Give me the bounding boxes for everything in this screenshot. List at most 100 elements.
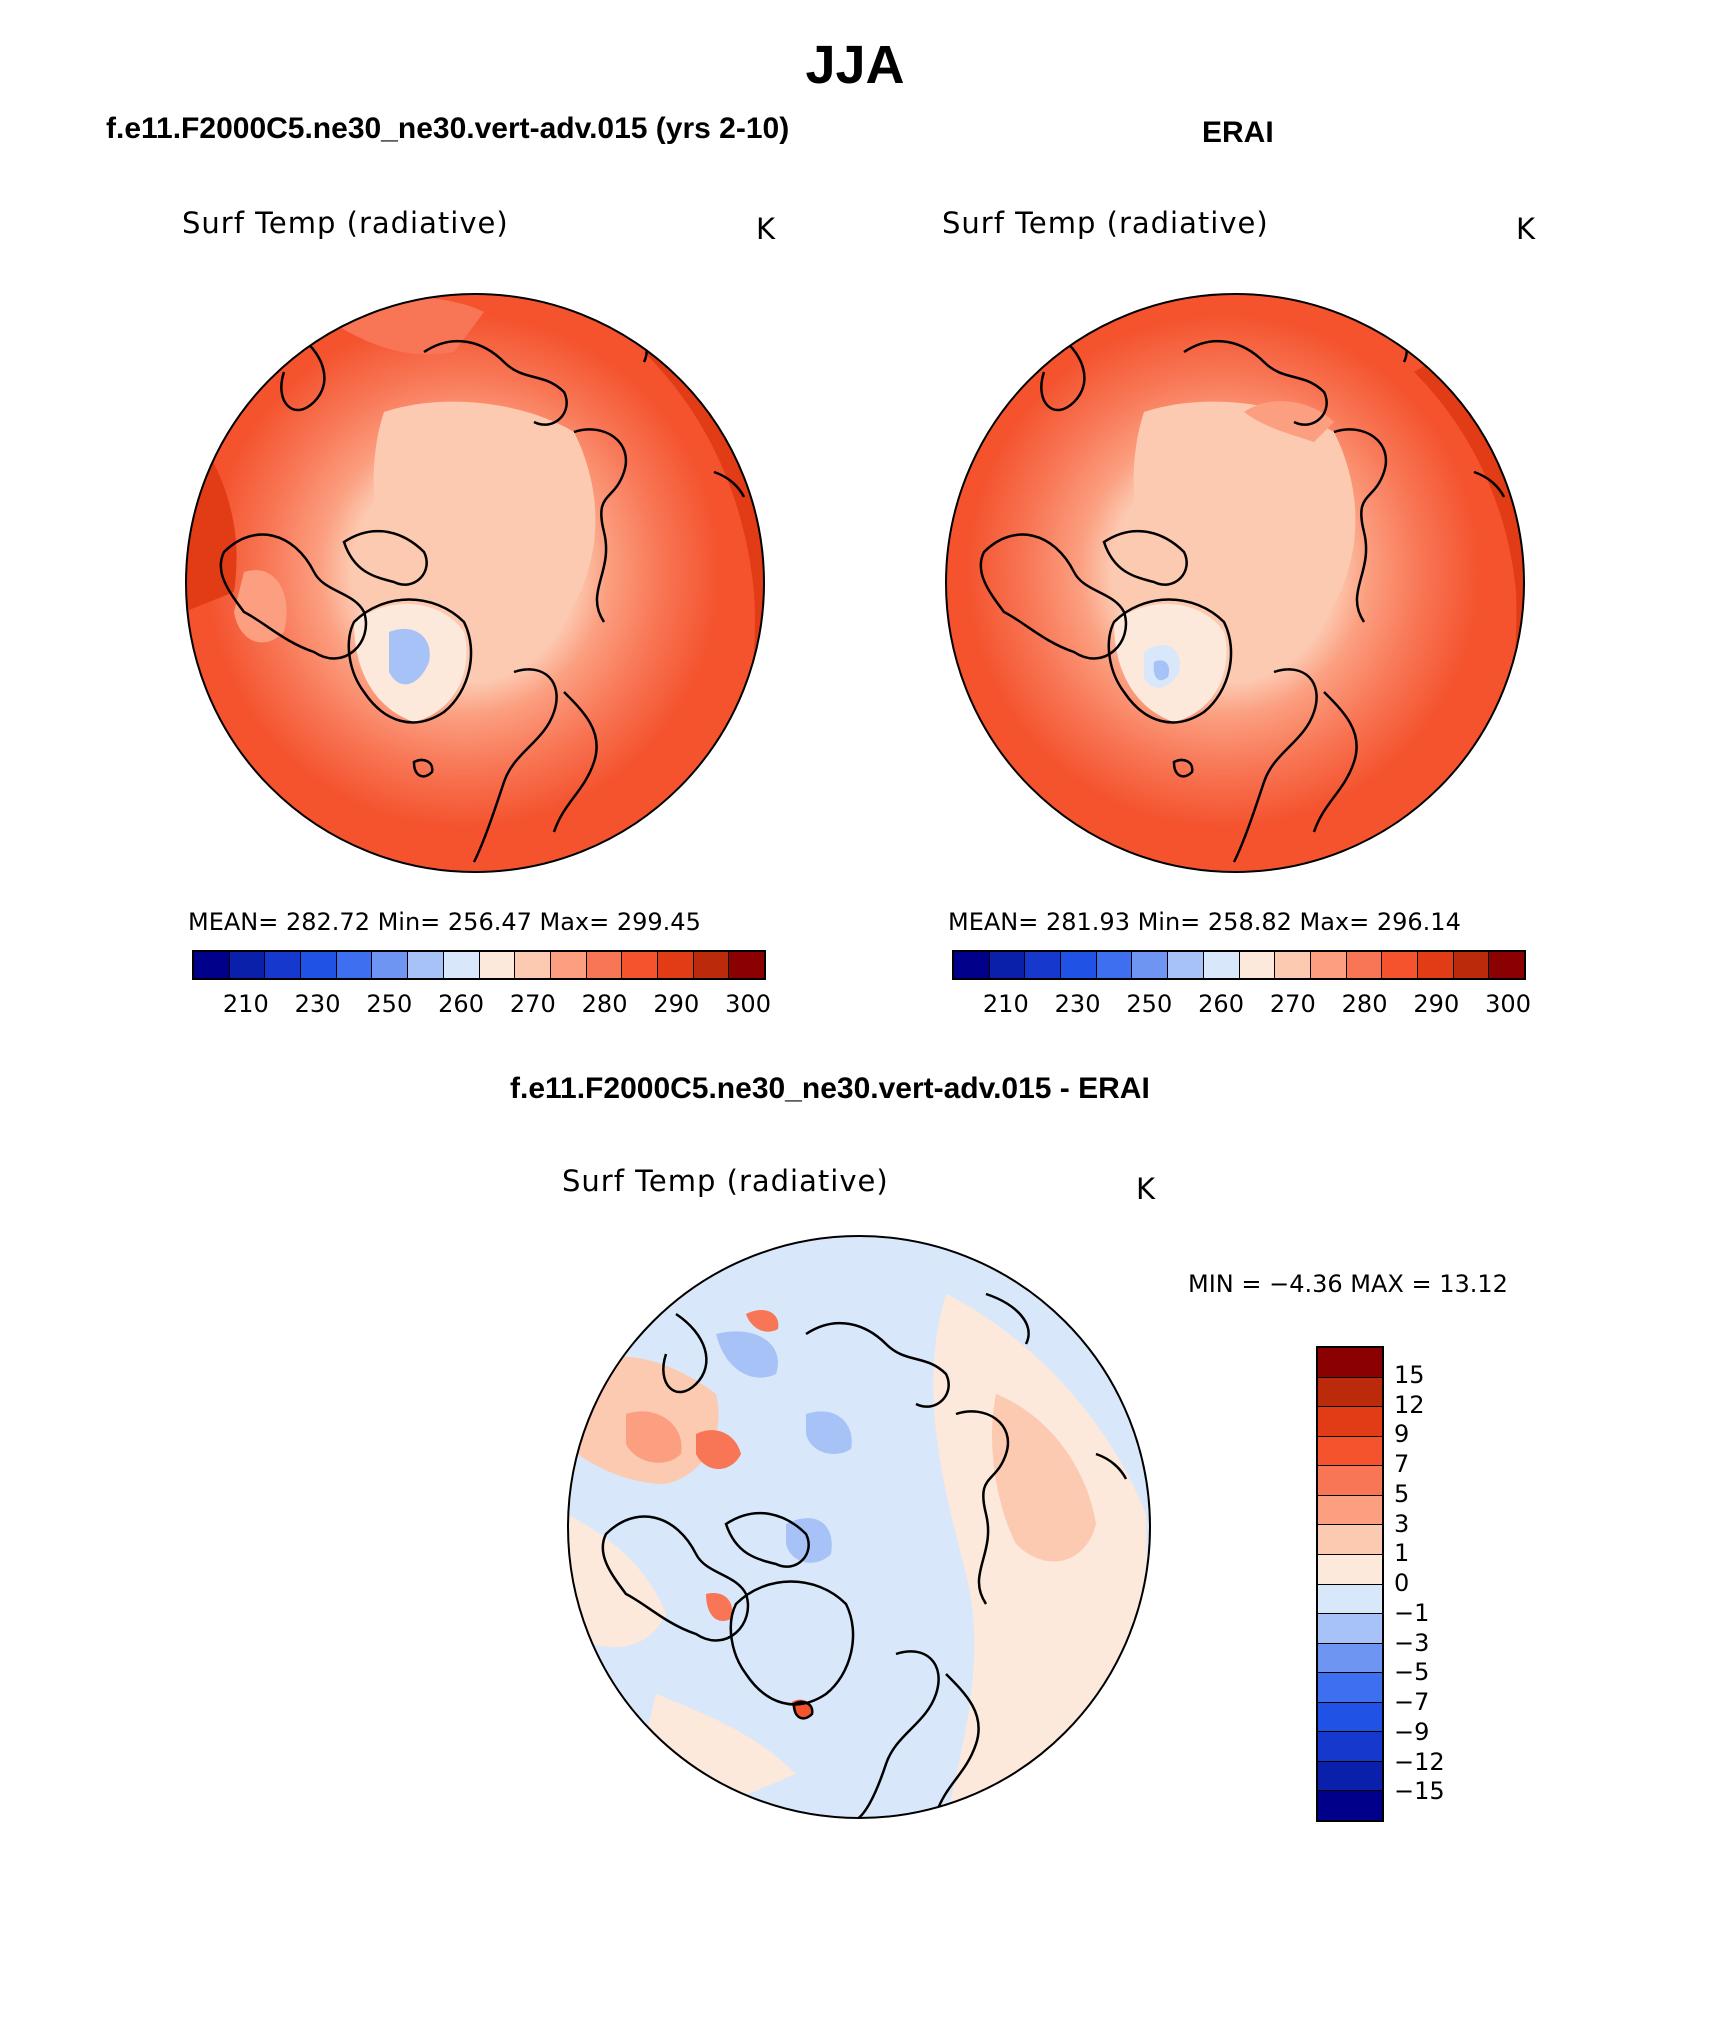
diff-colorbar-swatch (1318, 1673, 1382, 1703)
main-title: JJA (805, 35, 905, 95)
diff-colorbar-swatch (1318, 1702, 1382, 1733)
panel-1-title: f.e11.F2000C5.ne30_ne30.vert-adv.015 (yr… (106, 112, 790, 145)
diff-colorbar-tick-label: −3 (1394, 1628, 1430, 1657)
panel-1-colorbar-swatch (336, 952, 373, 978)
diff-colorbar-tick-label: 3 (1394, 1509, 1410, 1538)
diff-colorbar-swatch (1318, 1732, 1382, 1762)
panel-1-colorbar-swatch (622, 952, 658, 978)
panel-2-colorbar-swatch (1096, 952, 1133, 978)
panel-2-colorbar-swatch (1061, 952, 1097, 978)
panel-1-units: K (756, 212, 776, 246)
panel-2-variable: Surf Temp (radiative) (942, 206, 1269, 240)
diff-panel-stats: MIN = −4.36 MAX = 13.12 (1188, 1270, 1508, 1298)
panel-2-colorbar-swatch (1025, 952, 1062, 978)
panel-2-map (945, 293, 1525, 873)
diff-colorbar-tick-label: 5 (1394, 1479, 1410, 1508)
panel-1-colorbar-swatch (265, 952, 302, 978)
panel-2-colorbar-swatch (954, 952, 990, 978)
panel-1-colorbar-swatch (229, 952, 266, 978)
diff-colorbar-tick-label: 7 (1394, 1450, 1410, 1478)
panel-1-colorbar-swatch (586, 952, 623, 978)
diff-colorbar-swatch (1318, 1761, 1382, 1792)
diff-colorbar-tick-label: −5 (1394, 1658, 1430, 1687)
panel-2-colorbar-tick-label: 230 (1054, 990, 1101, 1018)
diff-colorbar-swatch (1318, 1554, 1382, 1585)
diff-colorbar-tick-label: −1 (1394, 1598, 1430, 1627)
panel-1-colorbar-labels: 210 230 250 260 270 280 290 300 (192, 990, 771, 1020)
diff-colorbar-swatch (1318, 1643, 1382, 1674)
diff-colorbar-tick-label: 0 (1394, 1569, 1410, 1597)
diff-colorbar-tick-label: 1 (1394, 1539, 1410, 1568)
panel-2-colorbar-tick-label: 280 (1341, 990, 1388, 1018)
diff-colorbar-tick-label: 9 (1394, 1420, 1410, 1449)
panel-1-colorbar-swatch (729, 952, 764, 978)
panel-1-colorbar-tick-label: 300 (725, 990, 771, 1018)
diff-colorbar-tick-label: −12 (1394, 1747, 1445, 1776)
diff-colorbar-tick-label: 15 (1394, 1360, 1425, 1389)
panel-1-colorbar-tick-label: 230 (294, 990, 341, 1018)
panel-1-colorbar-tick-label: 210 (222, 990, 269, 1018)
diff-colorbar-swatch (1318, 1377, 1382, 1408)
panel-1-colorbar-swatch (301, 952, 337, 978)
panel-2-colorbar-labels: 210 230 250 260 270 280 290 300 (952, 990, 1531, 1020)
diff-colorbar-swatch (1318, 1466, 1382, 1496)
panel-1-colorbar-tick-label: 290 (653, 990, 700, 1018)
diff-colorbar-swatch (1318, 1407, 1382, 1437)
panel-1-colorbar-swatch (515, 952, 551, 978)
diff-colorbar-swatch (1318, 1614, 1382, 1644)
panel-1-colorbar-tick-label: 280 (581, 990, 628, 1018)
panel-1-colorbar-swatch (693, 952, 730, 978)
diff-panel-units: K (1136, 1172, 1156, 1206)
diff-panel-variable: Surf Temp (radiative) (562, 1164, 889, 1198)
panel-2-colorbar-swatch (1453, 952, 1490, 978)
diff-colorbar-swatch (1318, 1348, 1382, 1378)
panel-2-colorbar-swatch (1310, 952, 1347, 978)
panel-2-colorbar-swatch (1132, 952, 1169, 978)
panel-1-map (185, 293, 765, 873)
diff-colorbar-tick-label: −9 (1394, 1717, 1430, 1746)
panel-1-colorbar-tick-label: 260 (438, 990, 484, 1018)
panel-1-colorbar-tick-label: 250 (366, 990, 413, 1018)
diff-colorbar-labels: 15 12 9 7 5 3 1 0 −1 −3 −5 −7 −9 −12 −15 (1394, 1346, 1514, 1822)
panel-1-colorbar-swatch (479, 952, 516, 978)
panel-1-colorbar-tick-label: 270 (509, 990, 556, 1018)
panel-1-colorbar (192, 950, 766, 980)
panel-2-colorbar-swatch (1382, 952, 1418, 978)
panel-1-colorbar-swatch (194, 952, 230, 978)
panel-2-colorbar-swatch (1489, 952, 1524, 978)
panel-2-stats: MEAN= 281.93 Min= 258.82 Max= 296.14 (948, 908, 1461, 936)
diff-colorbar-tick-label: −7 (1394, 1688, 1430, 1716)
panel-2-title: ERAI (1202, 116, 1274, 149)
panel-1-stats: MEAN= 282.72 Min= 256.47 Max= 299.45 (188, 908, 701, 936)
panel-2-colorbar-swatch (1239, 952, 1276, 978)
panel-2-colorbar-swatch (1275, 952, 1311, 978)
panel-2-colorbar-tick-label: 270 (1269, 990, 1316, 1018)
panel-2-colorbar-tick-label: 260 (1198, 990, 1244, 1018)
diff-colorbar-tick-label: 12 (1394, 1390, 1425, 1419)
panel-2-colorbar-tick-label: 300 (1485, 990, 1531, 1018)
panel-2-colorbar-swatch (1417, 952, 1454, 978)
diff-colorbar-swatch (1318, 1436, 1382, 1467)
panel-1-colorbar-swatch (550, 952, 587, 978)
panel-2-colorbar-swatch (1203, 952, 1240, 978)
diff-colorbar-swatch (1318, 1791, 1382, 1820)
panel-1-colorbar-swatch (657, 952, 694, 978)
panel-1-variable: Surf Temp (radiative) (182, 206, 509, 240)
diff-panel-title: f.e11.F2000C5.ne30_ne30.vert-adv.015 - E… (510, 1072, 1150, 1105)
panel-2-colorbar-swatch (989, 952, 1026, 978)
panel-2-units: K (1516, 212, 1536, 246)
diff-colorbar-swatch (1318, 1495, 1382, 1526)
panel-1-colorbar-swatch (443, 952, 480, 978)
diff-colorbar (1316, 1346, 1384, 1822)
panel-2-colorbar-tick-label: 210 (982, 990, 1029, 1018)
panel-1-colorbar-swatch (408, 952, 444, 978)
panel-2-colorbar-swatch (1346, 952, 1383, 978)
diff-colorbar-tick-label: −15 (1394, 1777, 1445, 1806)
diff-colorbar-swatch (1318, 1525, 1382, 1555)
panel-1-colorbar-swatch (372, 952, 409, 978)
panel-2-colorbar-tick-label: 290 (1413, 990, 1460, 1018)
diff-colorbar-swatch (1318, 1584, 1382, 1615)
diff-map (567, 1235, 1151, 1819)
panel-2-colorbar (952, 950, 1526, 980)
panel-2-colorbar-swatch (1168, 952, 1204, 978)
